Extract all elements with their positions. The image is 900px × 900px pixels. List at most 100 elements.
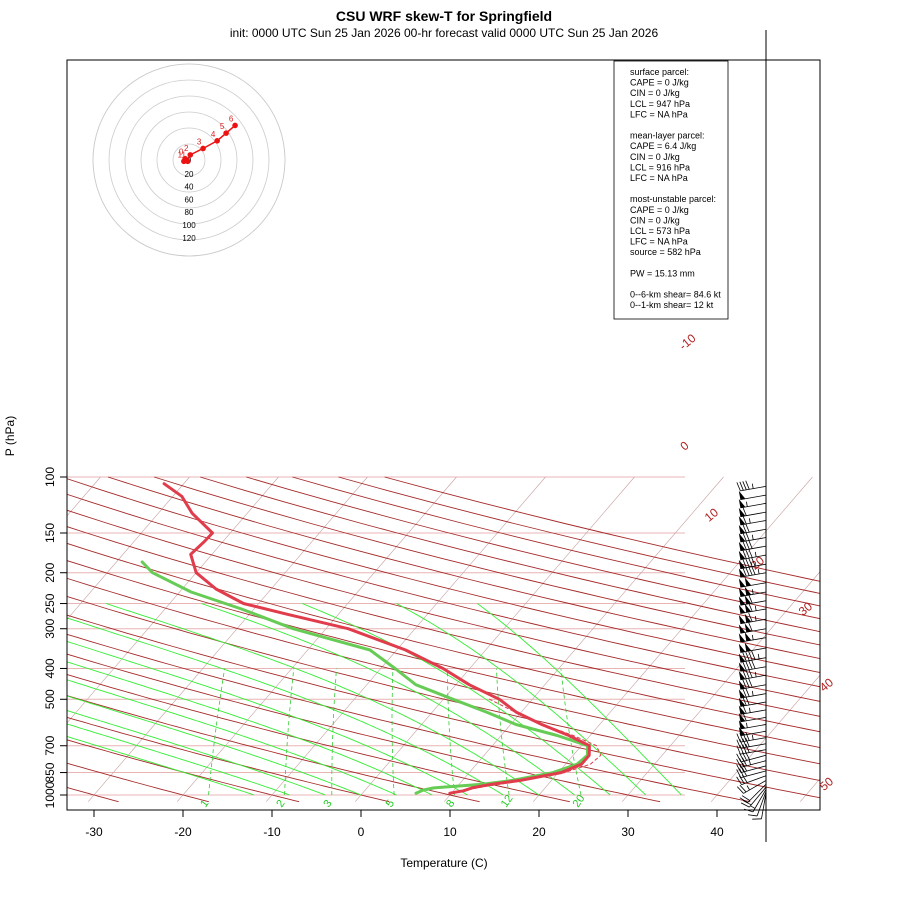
barb-full [742,567,747,577]
isotherm-label: 0 [677,438,691,453]
grid-layer [67,476,820,803]
barb-full [751,650,756,660]
barb-full [745,567,750,576]
dry-adiabat [107,476,820,660]
x-tick-label: 40 [710,825,724,839]
barb-full [736,759,742,768]
barb-full [740,802,750,808]
wind-barb [736,743,767,755]
dry-adiabat [67,787,119,803]
barb-half [757,568,760,575]
barb-shaft [740,737,767,743]
barb-full [748,651,753,661]
barb-flag [744,623,752,633]
hodograph-ring-label: 20 [185,170,194,179]
barb-full [742,540,747,550]
barb-full [745,540,750,550]
wind-barb [736,731,767,743]
barb-full [748,668,753,678]
isotherm-line [354,476,635,802]
moist-adiabat [396,603,647,796]
hodograph-point-label: 1 [181,150,186,159]
dewpoint-profile [140,560,590,795]
barb-full [748,622,753,632]
wind-barb [738,632,767,643]
wind-barb [738,720,767,730]
stats-line: most-unstable parcel: [630,194,716,204]
barb-half [754,615,757,622]
hodograph-ring [156,127,222,193]
barb-half [748,707,751,713]
stats-line: PW = 15.13 mm [630,268,695,278]
wind-barb [736,762,767,774]
stats-line: CAPE = 6.4 J/kg [630,141,696,151]
barb-shaft [756,791,767,817]
dry-adiabat [67,509,820,702]
y-tick-label: 250 [43,593,57,613]
stats-line: CIN = 0 J/kg [630,88,680,98]
barb-full [745,661,750,670]
barb-flag [744,642,752,652]
hodograph-ring [124,95,254,225]
y-tick-label: 850 [43,762,57,782]
barb-full [745,549,750,559]
moist-adiabat [67,617,504,796]
barb-full [742,696,747,706]
wind-barb [738,642,767,653]
barb-flag [738,653,746,663]
dry-adiabat [67,633,751,803]
barb-full [736,753,742,763]
y-tick-label: 400 [43,658,57,678]
barb-shaft [740,563,767,570]
barb-full [745,480,750,490]
dry-adiabat [67,577,820,765]
barb-half [746,722,748,728]
mixing-ratio-label: 1 [198,798,211,810]
barb-shaft [740,684,767,690]
moist-adiabat [67,723,290,796]
barb-full [736,733,741,743]
barb-shaft [740,754,767,763]
hodograph-point-label: 0 [179,148,184,157]
dry-adiabat [384,476,820,582]
wind-barb [738,577,767,588]
dry-adiabat [200,476,820,633]
barb-flag [738,643,746,653]
isotherm-line [67,476,190,620]
barb-half [748,759,751,765]
chart-subtitle: init: 0000 UTC Sun 25 Jan 2026 00-hr for… [230,26,659,40]
barb-flag [738,713,746,722]
hodograph-ring-label: 80 [185,208,194,217]
dry-adiabat [67,526,820,717]
stats-line: 0--6-km shear= 84.6 kt [630,290,721,300]
barb-full [742,661,747,671]
barb-full [748,539,753,549]
barb-shaft [743,780,767,794]
stats-line: LCL = 573 hPa [630,226,690,236]
stats-line [630,184,633,194]
x-tick-label: -10 [263,825,281,839]
barb-full [739,784,747,793]
hodograph-point-label: 6 [229,114,234,123]
stats-line: source = 582 hPa [630,247,701,257]
barb-shaft [740,724,767,730]
barb-full [739,758,745,767]
barb-full [745,696,750,706]
barb-flag [744,595,752,605]
barb-flag [744,603,752,613]
barb-full [739,763,745,773]
wind-barb [738,659,767,672]
barb-full [748,548,753,558]
moist-adiabat [67,679,397,796]
wind-barb [736,780,767,794]
barb-flag [738,516,746,525]
temperature-profile [162,482,591,795]
barb-full [742,744,747,754]
barb-full [742,688,747,698]
dry-adiabat [67,493,820,688]
barb-full [742,652,747,662]
barb-shaft [747,783,767,803]
mixing-ratio-label: 8 [444,798,457,810]
barb-full [739,752,745,762]
